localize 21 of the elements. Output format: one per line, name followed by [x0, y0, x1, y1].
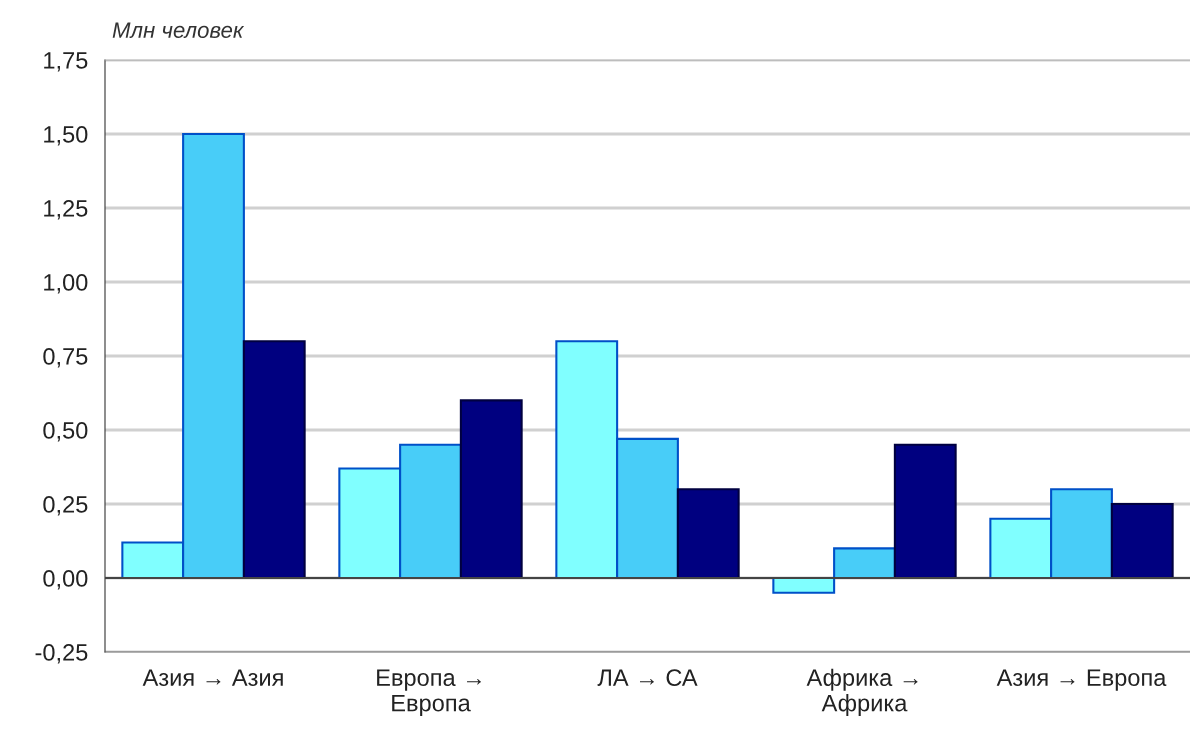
y-tick-label: 1,50 — [44, 126, 88, 146]
y-tick-label: 0,25 — [43, 496, 88, 516]
x-tick-label: Азия → Азия — [142, 669, 283, 687]
bar — [893, 443, 957, 580]
x-tick-label: Азия → Европа — [996, 669, 1167, 691]
y-tick-label: 0,00 — [43, 570, 88, 590]
bar — [242, 340, 306, 580]
y-tick-label: 0,50 — [43, 422, 88, 442]
bar — [459, 399, 523, 580]
x-tick-label: Европа → Европа — [377, 669, 481, 717]
bar — [1110, 502, 1174, 580]
x-tick-label: ЛА → СА — [597, 669, 698, 687]
y-tick-label: 1,75 — [44, 52, 88, 72]
y-axis-title: Млн человек — [112, 22, 245, 38]
x-tick-label: Африка → Африка — [806, 668, 918, 717]
y-tick-label: -0,25 — [35, 644, 88, 664]
y-tick-label: 1,25 — [44, 200, 88, 220]
bar — [833, 547, 896, 580]
y-tick-label: 1,00 — [44, 274, 88, 294]
y-tick-label: 0,75 — [43, 348, 88, 368]
bar — [676, 488, 740, 580]
